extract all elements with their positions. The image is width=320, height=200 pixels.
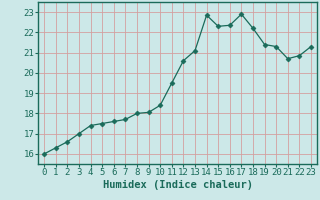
X-axis label: Humidex (Indice chaleur): Humidex (Indice chaleur) [103,180,252,190]
